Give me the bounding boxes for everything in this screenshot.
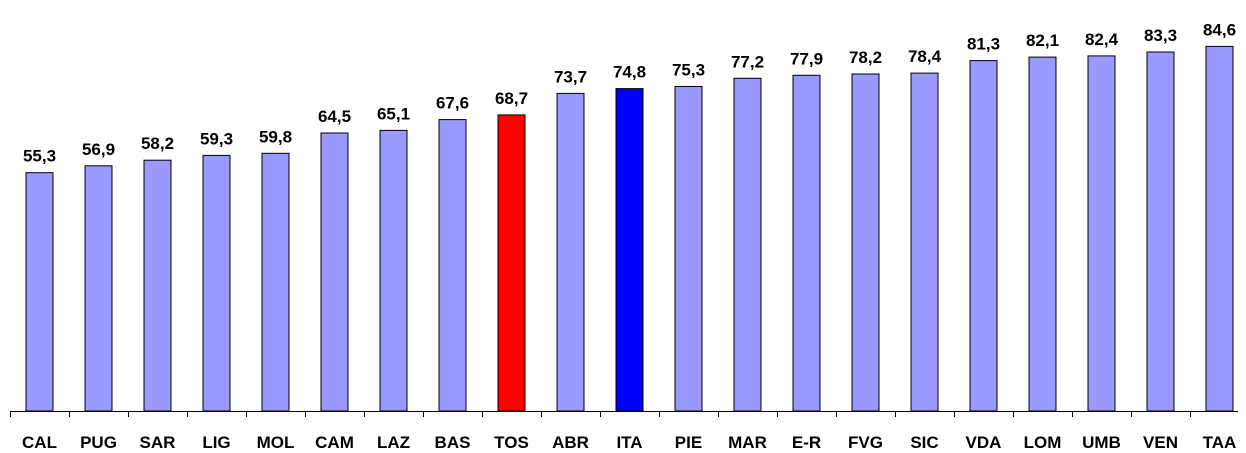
tick-label-tos: TOS — [494, 433, 529, 452]
tick-label-cal: CAL — [22, 433, 57, 452]
value-label-vda: 81,3 — [967, 35, 1000, 54]
value-label-ita: 74,8 — [613, 63, 646, 82]
bar-cam — [320, 132, 349, 412]
value-label-tos: 68,7 — [495, 89, 528, 108]
bar-cal — [25, 172, 54, 412]
value-label-mar: 77,2 — [731, 52, 764, 71]
bar-lom — [1028, 56, 1057, 412]
value-label-e-r: 77,9 — [790, 49, 823, 68]
tick-label-umb: UMB — [1082, 433, 1121, 452]
value-label-umb: 82,4 — [1085, 30, 1119, 49]
tick-label-e-r: E-R — [792, 433, 821, 452]
value-label-ven: 83,3 — [1144, 26, 1177, 45]
bar-lig — [202, 154, 231, 412]
value-label-taa: 84,6 — [1203, 20, 1236, 39]
bar-sic — [910, 72, 939, 412]
bar-fvg — [851, 73, 880, 412]
value-label-laz: 65,1 — [377, 104, 410, 123]
value-label-sar: 58,2 — [141, 134, 174, 153]
tick-label-lig: LIG — [202, 433, 230, 452]
bar-ita — [615, 88, 644, 412]
tick-label-sic: SIC — [910, 433, 938, 452]
tick-label-bas: BAS — [435, 433, 471, 452]
bar-vda — [969, 60, 998, 412]
bar-abr — [556, 92, 585, 412]
bar-umb — [1087, 55, 1116, 412]
value-label-cal: 55,3 — [23, 147, 56, 166]
tick-label-fvg: FVG — [848, 433, 883, 452]
tick-label-sar: SAR — [140, 433, 176, 452]
tick-label-ita: ITA — [616, 433, 642, 452]
bar-e-r — [792, 74, 821, 412]
value-label-mol: 59,8 — [259, 127, 292, 146]
tick-label-abr: ABR — [552, 433, 589, 452]
value-label-lom: 82,1 — [1026, 31, 1059, 50]
value-label-pug: 56,9 — [82, 140, 115, 159]
bars-layer — [25, 45, 1234, 412]
tick-label-pie: PIE — [675, 433, 702, 452]
x-axis: CAL PUG SAR LIG MOL CAM LAZ BAS TOS ABR ITA PIE MAR E… — [10, 411, 1238, 452]
value-label-pie: 75,3 — [672, 61, 705, 80]
value-labels-layer: 55,3 56,9 58,2 59,3 59,8 64,5 65,1 67,6 68,7 73,7… — [23, 20, 1236, 165]
bar-laz — [379, 129, 408, 412]
tick-label-cam: CAM — [315, 433, 354, 452]
tick-label-ven: VEN — [1143, 433, 1178, 452]
bar-mar — [733, 77, 762, 412]
bar-sar — [143, 159, 172, 412]
tick-label-lom: LOM — [1024, 433, 1062, 452]
bar-tos — [497, 114, 526, 412]
tick-label-laz: LAZ — [377, 433, 410, 452]
tick-label-pug: PUG — [80, 433, 117, 452]
bar-pug — [84, 165, 113, 412]
tick-label-mol: MOL — [257, 433, 295, 452]
bar-pie — [674, 86, 703, 412]
value-label-cam: 64,5 — [318, 107, 351, 126]
value-label-fvg: 78,2 — [849, 48, 882, 67]
value-label-bas: 67,6 — [436, 94, 469, 113]
tick-label-mar: MAR — [728, 433, 767, 452]
value-label-lig: 59,3 — [200, 129, 233, 148]
value-label-abr: 73,7 — [554, 67, 587, 86]
bar-bas — [438, 119, 467, 412]
bar-mol — [261, 152, 290, 412]
tick-label-vda: VDA — [966, 433, 1002, 452]
bar-ven — [1146, 51, 1175, 412]
value-label-sic: 78,4 — [908, 47, 942, 66]
tick-label-taa: TAA — [1203, 433, 1237, 452]
bar-taa — [1205, 45, 1234, 412]
